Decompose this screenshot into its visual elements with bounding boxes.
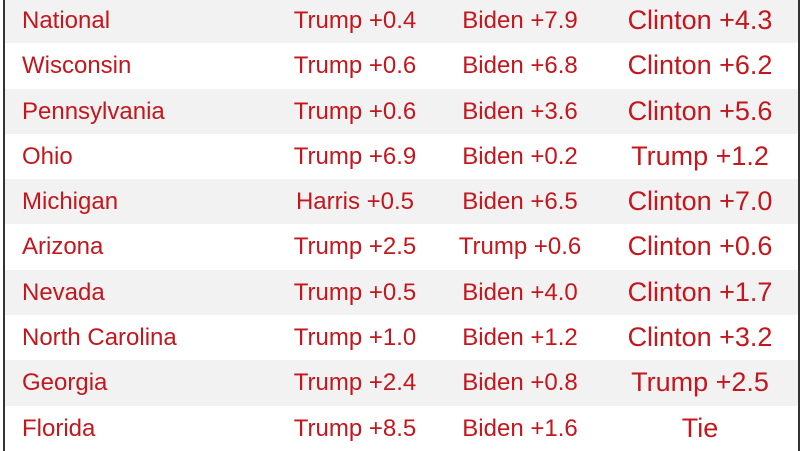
margin-cell: Trump +1.2 <box>631 140 769 171</box>
margin-cell: Trump +2.5 <box>631 367 769 398</box>
margin-cell: Trump +0.6 <box>458 233 582 261</box>
margin-cell: Trump +0.6 <box>293 52 417 80</box>
margin-cell: Trump +0.6 <box>293 97 417 125</box>
margin-cell: Clinton +6.2 <box>627 50 773 81</box>
margin-cell: Clinton +5.6 <box>627 95 773 126</box>
table-row: Arizona Trump +2.5 Trump +0.6 Clinton +0.6 <box>5 224 798 269</box>
region-name: Georgia <box>22 369 108 397</box>
margin-cell: Biden +3.6 <box>462 97 578 125</box>
margin-cell: Trump +6.9 <box>293 142 417 170</box>
table-row: Pennsylvania Trump +0.6 Biden +3.6 Clinton … <box>5 88 798 134</box>
region-name: Wisconsin <box>22 52 132 80</box>
region-name: North Carolina <box>22 324 177 352</box>
region-name: Michigan <box>22 188 119 216</box>
table-row: North Carolina Trump +1.0 Biden +1.2 Clinto… <box>5 315 798 360</box>
margin-cell: Trump +8.5 <box>293 414 417 442</box>
margin-cell: Trump +0.4 <box>293 7 417 34</box>
margin-cell: Biden +6.8 <box>462 52 578 80</box>
margin-cell: Trump +0.5 <box>293 278 417 306</box>
region-name: Pennsylvania <box>22 97 165 125</box>
table-row: Michigan Harris +0.5 Biden +6.5 Clinton +7.… <box>5 179 798 225</box>
margin-cell: Clinton +7.0 <box>627 186 773 217</box>
margin-cell: Clinton +4.3 <box>627 5 773 35</box>
region-name: Florida <box>22 414 96 442</box>
table-row: National Trump +0.4 Biden +7.9 Clinton +4.3 <box>5 0 798 44</box>
table-row: Georgia Trump +2.4 Biden +0.8 Trump +2.5 <box>5 360 798 406</box>
region-name: Nevada <box>22 278 105 306</box>
region-name: National <box>22 7 111 34</box>
margin-cell: Clinton +3.2 <box>627 322 773 353</box>
margin-cell: Clinton +0.6 <box>627 231 773 262</box>
table-row: Wisconsin Trump +0.6 Biden +6.8 Clinton +6.… <box>5 43 798 88</box>
margin-cell: Clinton +1.7 <box>627 276 773 307</box>
margin-cell: Harris +0.5 <box>295 188 415 216</box>
table-row: Ohio Trump +6.9 Biden +0.2 Trump +1.2 <box>5 134 798 179</box>
margin-cell: Trump +1.0 <box>293 324 417 352</box>
table-row: Nevada Trump +0.5 Biden +4.0 Clinton +1.7 <box>5 269 798 316</box>
margin-cell: Biden +6.5 <box>462 188 578 216</box>
margin-cell: Biden +7.9 <box>462 7 578 34</box>
margin-cell: Biden +1.2 <box>462 324 578 352</box>
table-row: Florida Trump +8.5 Biden +1.6 Tie <box>5 406 798 451</box>
margin-cell: Biden +0.2 <box>462 142 578 170</box>
margin-cell: Trump +2.4 <box>293 369 417 397</box>
polling-table: National Trump +0.4 Biden +7.9 Clinton +4.3… <box>3 0 800 451</box>
region-name: Arizona <box>22 233 104 261</box>
region-name: Ohio <box>22 142 73 170</box>
margin-cell: Biden +4.0 <box>462 278 578 306</box>
margin-cell: Biden +1.6 <box>462 414 578 442</box>
margin-cell: Tie <box>681 412 719 443</box>
margin-cell: Biden +0.8 <box>462 369 578 397</box>
margin-cell: Trump +2.5 <box>293 233 417 261</box>
